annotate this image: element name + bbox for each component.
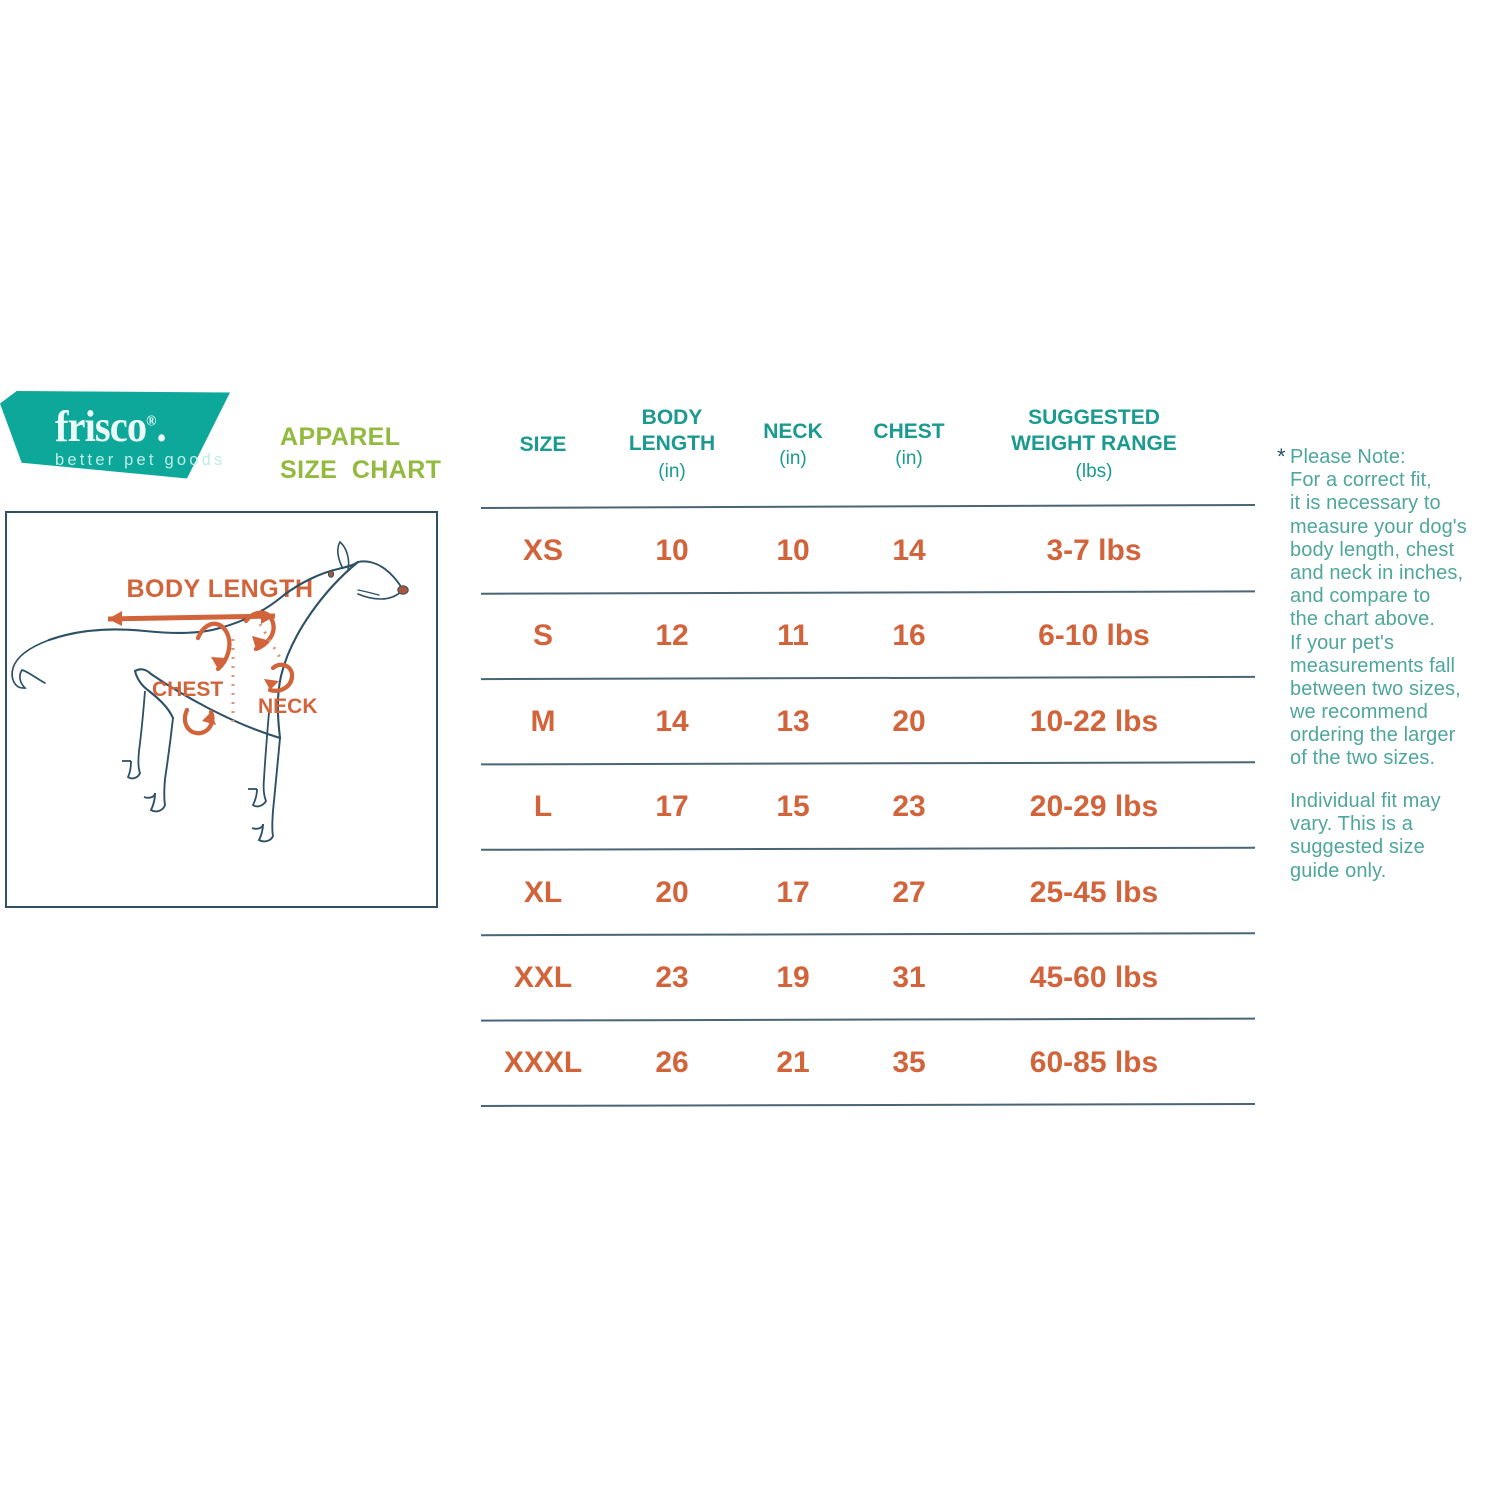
svg-text:CHEST: CHEST: [152, 678, 223, 701]
svg-text:BODY LENGTH: BODY LENGTH: [127, 575, 314, 603]
svg-text:NECK: NECK: [258, 695, 318, 718]
